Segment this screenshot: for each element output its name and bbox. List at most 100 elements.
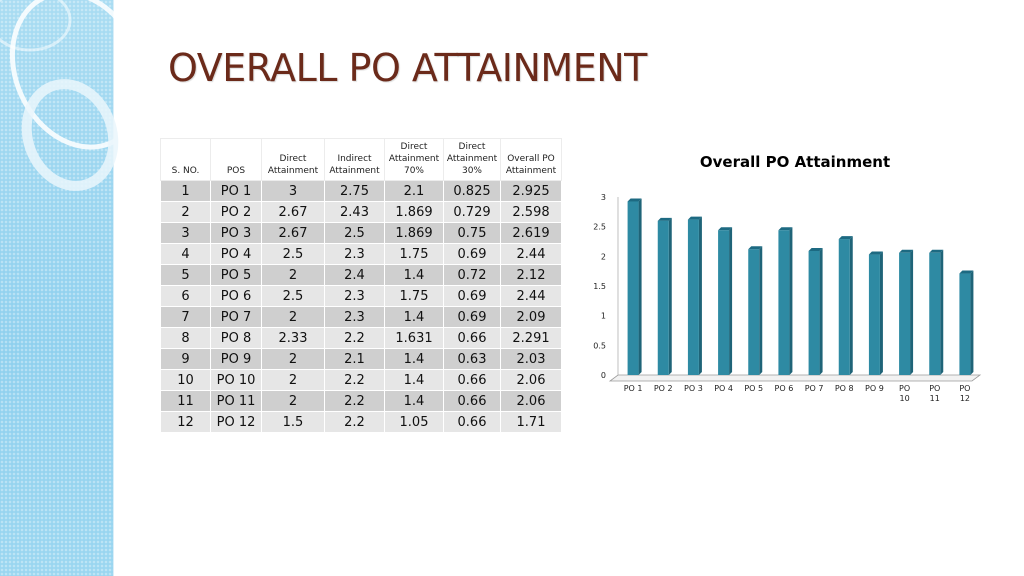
y-tick-label: 1.5 [593, 282, 606, 291]
x-tick-label: PO 12 [959, 384, 970, 403]
cell-indirect: 2.3 [324, 243, 385, 265]
cell-s-no: 6 [160, 285, 211, 307]
x-tick-label: PO 5 [744, 384, 763, 393]
cell-s-no: 3 [160, 222, 211, 244]
bar-front [868, 254, 880, 375]
y-tick-label: 2.5 [593, 223, 606, 232]
cell-s-no: 11 [160, 390, 211, 412]
decorative-rings [0, 0, 140, 191]
bar-top [718, 227, 733, 231]
cell-direct-30: 0.72 [443, 264, 501, 286]
bar [808, 247, 823, 375]
table-header-row: S. NO. POS Direct Attainment Indirect At… [160, 138, 562, 181]
y-tick-label: 1 [601, 312, 606, 321]
cell-direct: 2 [261, 306, 325, 328]
cell-direct: 2 [261, 390, 325, 412]
table-row: 1 PO 1 3 2.75 2.1 0.825 2.925 [160, 180, 562, 202]
x-tick-label: PO 7 [805, 384, 824, 393]
cell-overall: 2.291 [500, 327, 562, 349]
cell-direct: 2 [261, 348, 325, 370]
cell-direct: 2.5 [261, 285, 325, 307]
cell-indirect: 2.43 [324, 201, 385, 223]
cell-s-no: 7 [160, 306, 211, 328]
bar-side [970, 270, 974, 375]
cell-direct: 2 [261, 264, 325, 286]
bar-front [687, 219, 699, 375]
cell-direct-70: 1.4 [384, 306, 444, 328]
bar-top [627, 198, 642, 202]
table-row: 9 PO 9 2 2.1 1.4 0.63 2.03 [160, 348, 562, 370]
cell-direct: 2.67 [261, 222, 325, 244]
cell-direct-70: 1.631 [384, 327, 444, 349]
x-tick-label: PO 3 [684, 384, 703, 393]
cell-s-no: 8 [160, 327, 211, 349]
cell-s-no: 4 [160, 243, 211, 265]
cell-pos: PO 1 [210, 180, 262, 202]
bar [959, 270, 974, 375]
cell-direct-70: 1.05 [384, 411, 444, 433]
cell-pos: PO 7 [210, 306, 262, 328]
x-tick-label: PO 8 [835, 384, 854, 393]
cell-overall: 2.598 [500, 201, 562, 223]
cell-overall: 2.44 [500, 285, 562, 307]
x-tick-label: PO 9 [865, 384, 884, 393]
x-tick-label: PO 11 [929, 384, 940, 403]
cell-direct-30: 0.825 [443, 180, 501, 202]
cell-indirect: 2.75 [324, 180, 385, 202]
cell-direct-30: 0.66 [443, 390, 501, 412]
bar-top [657, 217, 672, 221]
cell-s-no: 5 [160, 264, 211, 286]
cell-pos: PO 4 [210, 243, 262, 265]
cell-direct-70: 2.1 [384, 180, 444, 202]
bar-side [638, 198, 642, 375]
bar-top [778, 227, 793, 231]
cell-indirect: 2.2 [324, 327, 385, 349]
cell-direct-70: 1.4 [384, 264, 444, 286]
table-row: 5 PO 5 2 2.4 1.4 0.72 2.12 [160, 264, 562, 286]
bar-side [729, 227, 733, 375]
bar-side [910, 249, 914, 375]
cell-direct-70: 1.4 [384, 390, 444, 412]
chart-container: Overall PO Attainment 0 0.5 1 1.5 2 2.5 3 PO 1… [590, 140, 990, 430]
column-header-direct-70: Direct Attainment 70% [384, 138, 444, 181]
cell-pos: PO 11 [210, 390, 262, 412]
x-tick-label: PO 4 [714, 384, 733, 393]
column-header-indirect-attainment: Indirect Attainment [324, 138, 385, 181]
bar [868, 251, 883, 375]
cell-direct-30: 0.69 [443, 306, 501, 328]
cell-direct-30: 0.69 [443, 243, 501, 265]
x-tick-label: PO 1 [624, 384, 643, 393]
bar-side [668, 217, 672, 375]
bar [929, 249, 944, 375]
cell-direct: 3 [261, 180, 325, 202]
cell-indirect: 2.3 [324, 306, 385, 328]
column-header-pos: POS [210, 138, 262, 181]
bar [748, 246, 763, 375]
cell-direct-30: 0.75 [443, 222, 501, 244]
cell-pos: PO 5 [210, 264, 262, 286]
bar-side [819, 247, 823, 375]
bar-front [808, 250, 820, 375]
cell-direct: 2.33 [261, 327, 325, 349]
cell-direct: 2.5 [261, 243, 325, 265]
cell-pos: PO 12 [210, 411, 262, 433]
cell-direct-70: 1.869 [384, 201, 444, 223]
cell-direct: 1.5 [261, 411, 325, 433]
bar-side [849, 236, 853, 375]
bar-top [899, 249, 914, 253]
table-row: 11 PO 11 2 2.2 1.4 0.66 2.06 [160, 390, 562, 412]
slide-title: OVERALL PO ATTAINMENT [168, 46, 647, 90]
cell-overall: 1.71 [500, 411, 562, 433]
column-header-s-no: S. NO. [160, 138, 211, 181]
x-tick-label: PO 10 [899, 384, 910, 403]
table-row: 7 PO 7 2 2.3 1.4 0.69 2.09 [160, 306, 562, 328]
bar-front [627, 201, 639, 375]
y-tick-label: 2 [601, 252, 606, 261]
bar [778, 227, 793, 375]
cell-pos: PO 2 [210, 201, 262, 223]
cell-indirect: 2.2 [324, 390, 385, 412]
chart-labels: PO 1 PO 2 PO 3 PO 4 PO 5 PO 6 PO 7 PO 8 PO 9 PO 10… [624, 384, 971, 403]
table-row: 3 PO 3 2.67 2.5 1.869 0.75 2.619 [160, 222, 562, 244]
cell-indirect: 2.2 [324, 369, 385, 391]
cell-overall: 2.06 [500, 390, 562, 412]
